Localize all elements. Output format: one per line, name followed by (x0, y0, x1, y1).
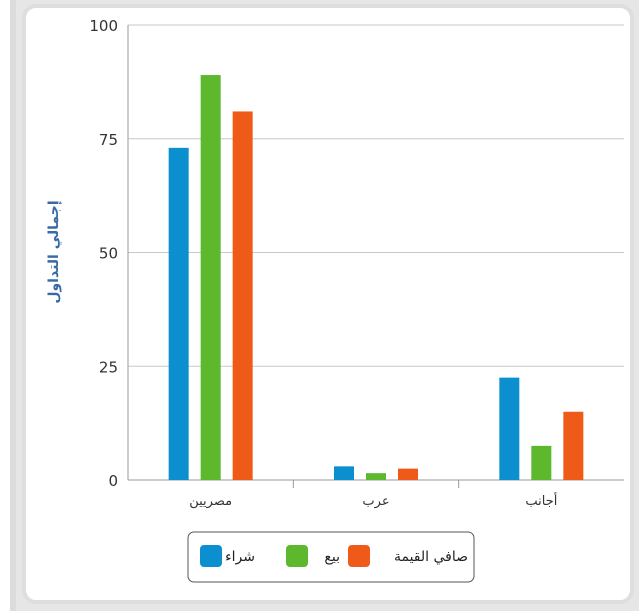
bars (168, 75, 584, 481)
legend-box (187, 531, 475, 583)
legend-swatch-1[interactable] (286, 545, 308, 567)
left-panel-edge (0, 0, 16, 611)
legend-swatch-2[interactable] (348, 545, 370, 567)
bar-2-2[interactable] (563, 411, 584, 480)
x-category-label: مصريين (189, 494, 232, 509)
chart-card (22, 4, 634, 604)
bar-2-0[interactable] (232, 111, 253, 480)
x-category-label: عرب (362, 494, 389, 509)
x-category-label: أجانب (525, 492, 557, 509)
bar-1-1[interactable] (366, 473, 386, 480)
x-axis: مصريين عرب أجانب (189, 480, 557, 509)
y-tick-label: 0 (108, 472, 118, 490)
legend-label-2[interactable]: صافي القيمة (394, 549, 468, 565)
bar-0-0[interactable] (168, 147, 189, 480)
bar-0-2[interactable] (499, 377, 520, 480)
bar-2-1[interactable] (398, 468, 418, 480)
y-tick-label: 25 (99, 358, 118, 376)
bar-1-0[interactable] (200, 75, 221, 481)
legend: شراء بيع صافي القيمة (187, 531, 475, 583)
legend-label-1[interactable]: بيع (324, 549, 340, 565)
y-tick-label: 100 (89, 17, 118, 35)
legend-label-0[interactable]: شراء (225, 549, 255, 565)
y-tick-label: 50 (99, 245, 118, 263)
bar-0-1[interactable] (334, 466, 354, 480)
legend-swatch-0[interactable] (200, 545, 222, 567)
y-tick-label: 75 (99, 131, 118, 149)
bar-1-2[interactable] (531, 445, 552, 480)
y-axis-title: إجمالي التداول (46, 200, 62, 303)
y-axis-ticks: 0 25 50 75 100 (89, 17, 118, 490)
